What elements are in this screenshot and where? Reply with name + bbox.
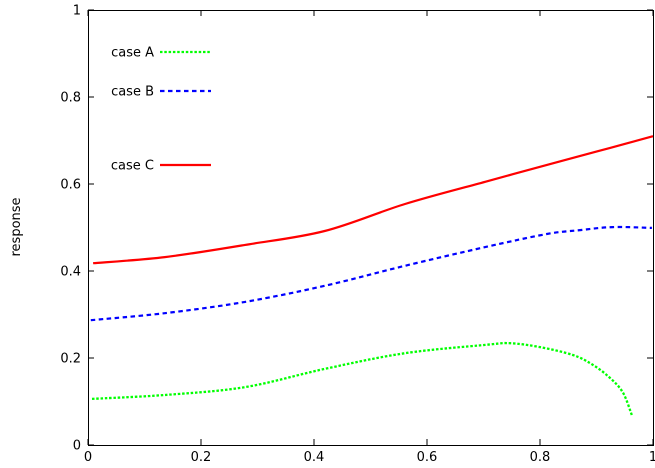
y-axis-title: response	[9, 197, 24, 256]
legend-label-3: case C	[111, 159, 154, 174]
x-tick-label: 0	[84, 450, 92, 465]
series-layer	[90, 135, 654, 417]
x-tick-label: 0.6	[417, 450, 438, 465]
y-tick-label: 0.8	[60, 91, 81, 106]
tick-layer: 0 0.2 0.4 0.6 0.8 1 0 0.2 0.4 0.6 0.8 1	[60, 4, 655, 466]
legend-label-2: case B	[111, 85, 154, 100]
x-tick-label: 0.8	[530, 450, 551, 465]
y-tick-label: 1	[73, 4, 81, 19]
x-tick-label: 1	[649, 450, 655, 465]
plot-frame-layer	[88, 10, 654, 446]
series-curve-dotted	[91, 341, 634, 417]
x-tick-label: 0.4	[304, 450, 325, 465]
legend-label-1: case A	[111, 46, 154, 61]
y-tick-label: 0.4	[60, 265, 81, 280]
y-tick-label: 0	[73, 439, 81, 454]
x-tick-label: 0.2	[191, 450, 212, 465]
legend: case A case B case C	[111, 46, 211, 174]
series-curve-dashed	[90, 225, 652, 322]
y-tick-label: 0.2	[60, 352, 81, 367]
series-curve-solid	[93, 135, 654, 265]
y-tick-label: 0.6	[60, 178, 81, 193]
plot-frame	[88, 10, 654, 446]
